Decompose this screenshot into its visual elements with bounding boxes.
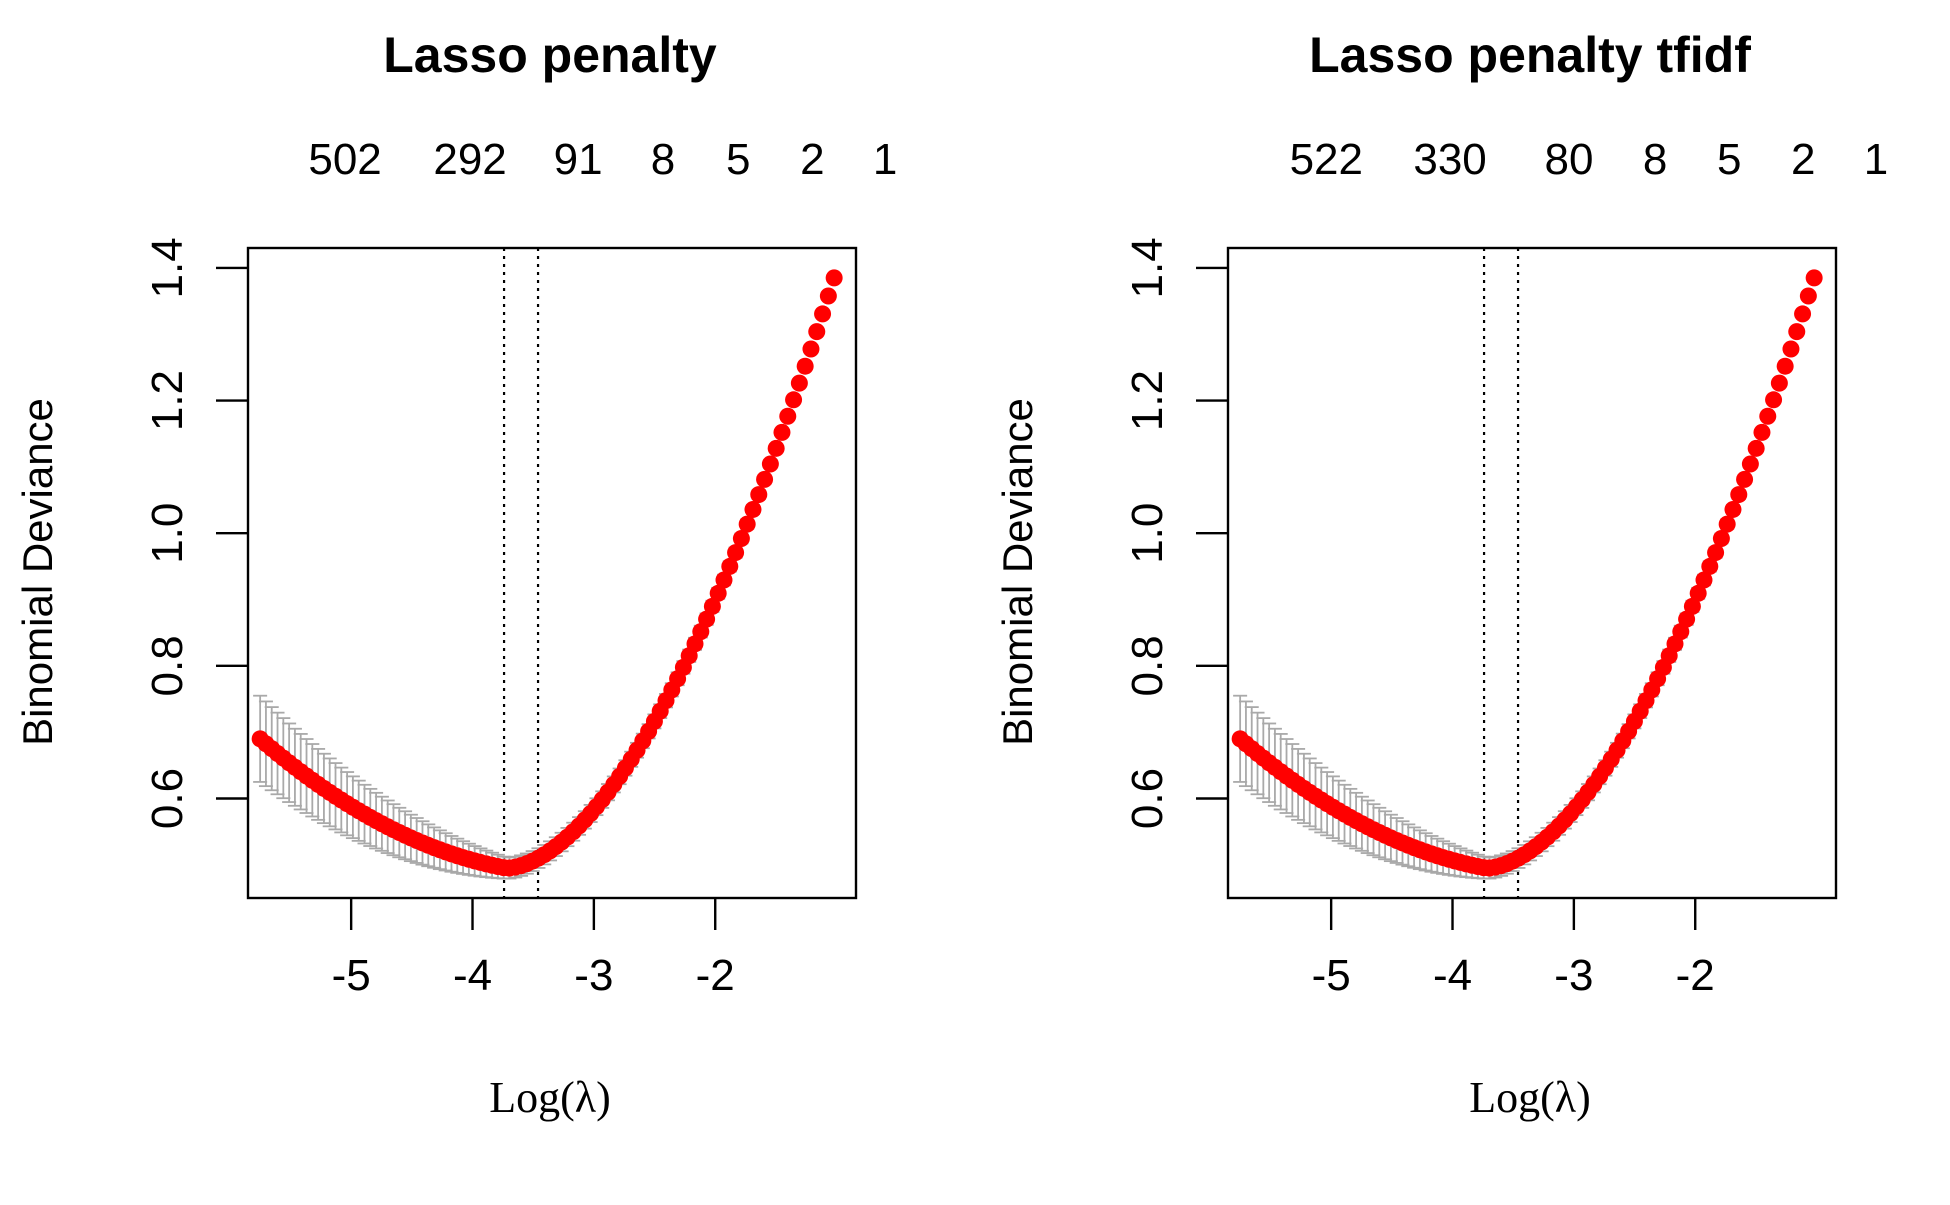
data-point xyxy=(785,391,803,409)
data-point xyxy=(761,455,779,473)
data-point xyxy=(1701,557,1719,575)
x-tick-label: -4 xyxy=(453,951,492,1000)
top-axis-label: 1 xyxy=(873,135,897,184)
panel-lasso-penalty-tfidf: Lasso penalty tfidf Binomial Deviance Lo… xyxy=(994,27,1888,1122)
data-point xyxy=(738,515,756,533)
data-point xyxy=(802,340,820,358)
data-point xyxy=(744,500,762,518)
top-axis-label: 292 xyxy=(433,135,506,184)
data-point xyxy=(1805,269,1823,287)
data-point xyxy=(1747,439,1765,457)
data-point xyxy=(1741,455,1759,473)
y-axis-label: Binomial Deviance xyxy=(994,398,1041,746)
y-tick-label: 0.6 xyxy=(1123,768,1172,829)
y-tick-label: 0.8 xyxy=(143,635,192,696)
data-point xyxy=(790,374,808,392)
y-tick-label: 1.2 xyxy=(143,370,192,431)
data-point xyxy=(1799,287,1817,305)
y-tick-label: 0.6 xyxy=(143,768,192,829)
y-tick-label: 1.4 xyxy=(1123,237,1172,298)
data-point xyxy=(819,287,837,305)
top-axis-label: 330 xyxy=(1413,135,1486,184)
data-point xyxy=(1695,571,1713,589)
data-point xyxy=(1736,470,1754,488)
top-axis-label: 8 xyxy=(651,135,675,184)
data-point xyxy=(1707,544,1725,562)
top-axis-label: 5 xyxy=(726,135,750,184)
data-point xyxy=(732,529,750,547)
data-point xyxy=(796,357,814,375)
y-axis-label: Binomial Deviance xyxy=(14,398,61,746)
data-point xyxy=(1683,597,1701,615)
x-tick-label: -2 xyxy=(696,951,735,1000)
data-point xyxy=(773,423,791,441)
data-point xyxy=(1724,500,1742,518)
data-point xyxy=(1718,515,1736,533)
data-point xyxy=(727,544,745,562)
data-point xyxy=(721,557,739,575)
y-tick-label: 1.2 xyxy=(1123,370,1172,431)
x-tick-label: -5 xyxy=(1312,951,1351,1000)
data-point xyxy=(756,470,774,488)
plot-frame xyxy=(1226,246,1838,900)
top-axis-label: 5 xyxy=(1717,135,1741,184)
data-point xyxy=(1730,486,1748,504)
y-tick-label: 1.4 xyxy=(143,237,192,298)
x-tick-label: -3 xyxy=(1554,951,1593,1000)
data-point xyxy=(1770,374,1788,392)
panel-lasso-penalty: Lasso penalty Binomial Deviance Log(λ) -… xyxy=(14,27,897,1122)
data-point xyxy=(1765,391,1783,409)
plot-marks: -5 -4 -3 -2 0.6 0.8 1.0 1.2 1.4 502 292 91 8 5 2 1 xyxy=(143,135,897,1000)
data-point xyxy=(1788,323,1806,341)
data-point xyxy=(767,439,785,457)
data-point xyxy=(750,486,768,504)
data-point xyxy=(1776,357,1794,375)
data-point xyxy=(1753,423,1771,441)
data-point xyxy=(715,571,733,589)
top-axis-label: 2 xyxy=(1791,135,1815,184)
top-axis-label: 80 xyxy=(1545,135,1594,184)
data-point xyxy=(814,305,832,323)
y-tick-label: 1.0 xyxy=(143,503,192,564)
x-tick-label: -3 xyxy=(574,951,613,1000)
x-tick-label: -2 xyxy=(1676,951,1715,1000)
data-point xyxy=(1712,529,1730,547)
x-tick-label: -5 xyxy=(332,951,371,1000)
top-axis-label: 8 xyxy=(1643,135,1667,184)
data-point xyxy=(1689,584,1707,602)
plot-marks: -5 -4 -3 -2 0.6 0.8 1.0 1.2 1.4 522 330 80 8 5 2 1 xyxy=(1123,135,1888,1000)
plot-frame xyxy=(246,246,858,900)
top-axis-label: 1 xyxy=(1864,135,1888,184)
panel-title: Lasso penalty tfidf xyxy=(1309,27,1751,83)
x-axis-label: Log(λ) xyxy=(489,1073,611,1122)
top-axis-label: 2 xyxy=(800,135,824,184)
data-point xyxy=(698,610,716,628)
y-tick-label: 0.8 xyxy=(1123,635,1172,696)
data-point xyxy=(1678,610,1696,628)
x-axis-label: Log(λ) xyxy=(1469,1073,1591,1122)
data-point xyxy=(1794,305,1812,323)
data-point xyxy=(825,269,843,287)
data-point xyxy=(709,584,727,602)
data-point xyxy=(808,323,826,341)
top-axis-label: 502 xyxy=(308,135,381,184)
top-axis-label: 91 xyxy=(554,135,603,184)
top-axis-label: 522 xyxy=(1290,135,1363,184)
data-point xyxy=(1782,340,1800,358)
data-point xyxy=(779,407,797,425)
data-point xyxy=(703,597,721,615)
x-tick-label: -4 xyxy=(1433,951,1472,1000)
y-tick-label: 1.0 xyxy=(1123,503,1172,564)
panel-title: Lasso penalty xyxy=(383,27,717,83)
data-point xyxy=(1759,407,1777,425)
